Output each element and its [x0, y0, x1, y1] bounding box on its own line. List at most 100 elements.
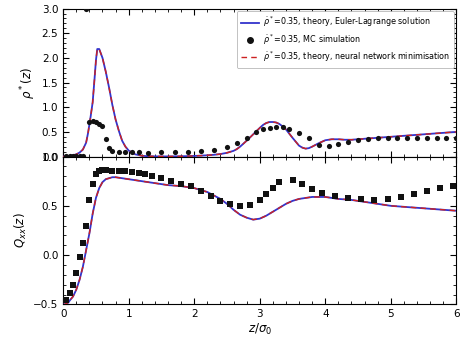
- Point: [105, 146, 113, 151]
- Point: [92, 172, 100, 177]
- Point: [256, 197, 263, 203]
- Point: [73, 153, 80, 159]
- Point: [236, 203, 244, 208]
- Point: [171, 149, 178, 155]
- Point: [253, 130, 260, 135]
- Point: [158, 175, 165, 181]
- Point: [128, 170, 136, 175]
- Point: [344, 195, 352, 201]
- Point: [423, 188, 431, 194]
- Legend: $\dot{\rho}^*$=0.35, theory, Euler-Lagrange solution, $\dot{\rho}^*$=0.35, MC si: $\dot{\rho}^*$=0.35, theory, Euler-Lagra…: [237, 11, 454, 68]
- Point: [259, 127, 267, 132]
- Point: [109, 169, 116, 174]
- Point: [63, 297, 70, 302]
- Point: [69, 153, 77, 159]
- Point: [109, 148, 116, 153]
- Point: [76, 153, 83, 159]
- Point: [285, 127, 293, 132]
- Point: [66, 153, 73, 159]
- Point: [263, 191, 270, 197]
- Point: [135, 149, 142, 155]
- Point: [335, 141, 342, 147]
- Point: [128, 149, 136, 154]
- Point: [371, 197, 378, 203]
- Point: [99, 168, 106, 173]
- Point: [384, 196, 391, 202]
- Point: [227, 201, 234, 207]
- Point: [95, 122, 103, 127]
- Point: [63, 153, 70, 159]
- Point: [73, 270, 80, 276]
- Point: [374, 136, 381, 141]
- Point: [115, 149, 123, 154]
- Point: [177, 181, 185, 187]
- Point: [384, 136, 391, 141]
- Point: [325, 143, 332, 148]
- Y-axis label: $Q_{xx}(z)$: $Q_{xx}(z)$: [13, 213, 29, 248]
- Point: [197, 188, 205, 194]
- Point: [99, 123, 106, 129]
- Point: [364, 136, 372, 141]
- Point: [66, 290, 73, 295]
- Point: [246, 202, 254, 207]
- Point: [76, 254, 83, 260]
- Point: [394, 136, 401, 141]
- Point: [210, 147, 218, 152]
- Point: [318, 190, 326, 196]
- Point: [79, 240, 87, 246]
- Point: [315, 142, 322, 148]
- Point: [197, 148, 205, 153]
- X-axis label: $z/\sigma_0$: $z/\sigma_0$: [248, 322, 272, 337]
- Point: [89, 181, 96, 187]
- Point: [305, 135, 313, 141]
- Point: [289, 178, 296, 183]
- Point: [331, 193, 339, 199]
- Point: [184, 149, 191, 154]
- Point: [299, 181, 306, 187]
- Point: [223, 144, 231, 150]
- Point: [423, 135, 431, 141]
- Point: [397, 194, 404, 200]
- Point: [295, 130, 303, 136]
- Point: [122, 149, 129, 155]
- Point: [358, 196, 365, 202]
- Point: [410, 191, 417, 197]
- Point: [69, 282, 77, 288]
- Point: [269, 185, 277, 191]
- Point: [95, 169, 103, 174]
- Point: [436, 185, 444, 191]
- Point: [449, 183, 457, 189]
- Point: [122, 169, 129, 174]
- Point: [453, 135, 460, 141]
- Point: [86, 197, 93, 203]
- Point: [217, 198, 224, 204]
- Point: [403, 135, 411, 141]
- Point: [266, 125, 273, 131]
- Point: [354, 137, 362, 142]
- Point: [276, 180, 283, 185]
- Point: [344, 139, 352, 144]
- Point: [243, 135, 250, 141]
- Point: [79, 153, 87, 159]
- Point: [141, 172, 149, 177]
- Point: [102, 137, 110, 142]
- Point: [433, 136, 440, 141]
- Point: [102, 168, 110, 173]
- Point: [82, 6, 90, 11]
- Point: [168, 179, 175, 184]
- Point: [135, 171, 142, 176]
- Point: [279, 125, 286, 130]
- Point: [187, 183, 195, 189]
- Point: [443, 135, 450, 141]
- Point: [233, 140, 241, 146]
- Point: [272, 124, 280, 130]
- Point: [89, 118, 96, 124]
- Point: [82, 223, 90, 228]
- Point: [115, 169, 123, 174]
- Y-axis label: $\rho^*(z)$: $\rho^*(z)$: [18, 66, 37, 99]
- Point: [207, 193, 214, 199]
- Point: [92, 119, 100, 125]
- Point: [145, 150, 152, 155]
- Point: [158, 149, 165, 155]
- Point: [308, 186, 316, 192]
